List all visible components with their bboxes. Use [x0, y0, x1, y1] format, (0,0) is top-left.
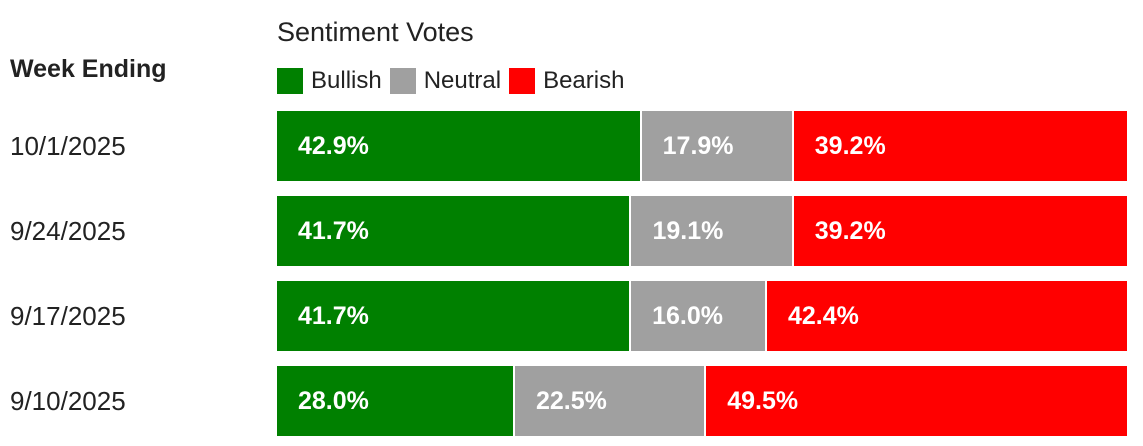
- data-label-bearish: 39.2%: [814, 132, 886, 160]
- data-label-bullish: 28.0%: [298, 387, 369, 415]
- bar-segment-bearish: 49.5%: [706, 366, 1127, 436]
- data-label-bullish: 42.9%: [298, 132, 369, 160]
- bar-segment-neutral: 19.1%: [631, 196, 794, 266]
- week-ending-header: Week Ending: [10, 55, 167, 83]
- legend-swatch-neutral: [389, 68, 416, 94]
- legend-swatch-bearish: [509, 68, 536, 94]
- data-label-bullish: 41.7%: [298, 217, 369, 245]
- row-label: 9/17/2025: [10, 301, 126, 331]
- bar-segment-neutral: 22.5%: [515, 366, 707, 436]
- legend-label-bullish: Bullish: [311, 67, 382, 94]
- bar-segment-bearish: 39.2%: [793, 111, 1127, 181]
- bar-segment-neutral: 17.9%: [641, 111, 794, 181]
- bar-segment-bearish: 42.4%: [766, 281, 1127, 351]
- data-label-bearish: 42.4%: [787, 302, 859, 330]
- bar-row: 42.9% 17.9% 39.2%: [277, 111, 1127, 181]
- row-label: 9/10/2025: [10, 386, 126, 416]
- legend-swatch-bullish: [277, 68, 303, 94]
- legend-label-neutral: Neutral: [423, 67, 502, 94]
- bar-row: 28.0% 22.5% 49.5%: [277, 366, 1127, 436]
- legend-label-bearish: Bearish: [543, 67, 625, 94]
- bar-segment-bullish: 28.0%: [277, 366, 515, 436]
- data-label-bearish: 49.5%: [727, 387, 799, 415]
- bar-segment-bullish: 41.7%: [277, 196, 632, 266]
- data-label-neutral: 17.9%: [662, 132, 734, 160]
- data-label-bearish: 39.2%: [814, 217, 886, 245]
- legend-item-bullish: Bullish: [277, 67, 382, 95]
- bar-segment-bullish: 41.7%: [277, 281, 632, 351]
- data-label-neutral: 22.5%: [536, 387, 607, 415]
- row-label: 9/24/2025: [10, 216, 126, 246]
- legend-item-bearish: Bearish: [509, 67, 624, 95]
- legend: Bullish Neutral Bearish: [277, 66, 632, 96]
- bar-segment-bearish: 39.2%: [793, 196, 1127, 266]
- row-label: 10/1/2025: [10, 131, 126, 161]
- legend-item-neutral: Neutral: [389, 67, 502, 95]
- bar-segment-bullish: 42.9%: [277, 111, 642, 181]
- data-label-neutral: 16.0%: [652, 302, 723, 330]
- bar-row: 41.7% 19.1% 39.2%: [277, 196, 1127, 266]
- chart-title: Sentiment Votes: [277, 17, 474, 47]
- bar-segment-neutral: 16.0%: [631, 281, 767, 351]
- data-label-bullish: 41.7%: [298, 302, 369, 330]
- data-label-neutral: 19.1%: [652, 217, 724, 245]
- bar-row: 41.7% 16.0% 42.4%: [277, 281, 1127, 351]
